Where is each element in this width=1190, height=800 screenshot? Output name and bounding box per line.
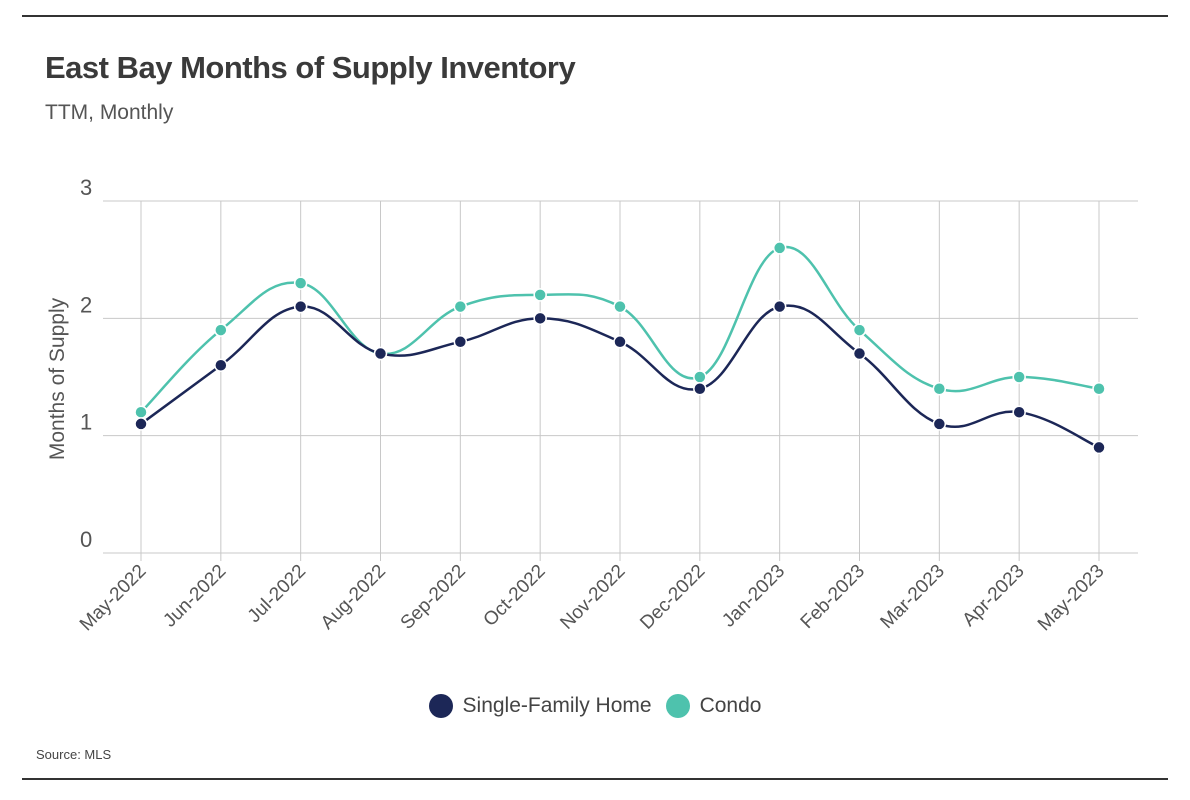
- data-point-single-family-home: [373, 346, 388, 361]
- data-point-single-family-home: [214, 358, 228, 373]
- data-point-single-family-home: [1092, 440, 1106, 455]
- data-point-condo: [693, 370, 707, 384]
- x-tick-label: Mar-2023: [877, 561, 949, 633]
- data-point-single-family-home: [1012, 405, 1026, 419]
- y-tick-label: 2: [80, 292, 92, 317]
- data-point-single-family-home: [772, 299, 787, 314]
- x-tick-label: Jul-2022: [244, 561, 310, 627]
- y-tick-label: 0: [80, 527, 92, 552]
- x-tick-label: Apr-2023: [959, 561, 1029, 631]
- data-point-condo: [613, 299, 627, 314]
- data-point-condo: [932, 381, 947, 396]
- data-point-single-family-home: [852, 346, 867, 361]
- legend-label-single-family: Single-Family Home: [462, 694, 652, 717]
- x-tick-label: Jan-2023: [718, 561, 789, 632]
- x-tick-label: May-2022: [76, 561, 151, 636]
- legend-swatch-single-family: [428, 694, 453, 718]
- data-point-condo: [1092, 381, 1106, 396]
- chart-subtitle: TTM, Monthly: [45, 101, 174, 124]
- data-point-condo: [852, 323, 867, 337]
- data-point-condo: [214, 323, 228, 337]
- top-rule: [22, 15, 1168, 17]
- legend-label-condo: Condo: [699, 694, 762, 717]
- data-point-condo: [453, 299, 468, 314]
- y-tick-label: 1: [80, 410, 92, 435]
- data-point-condo: [293, 276, 308, 290]
- y-axis-label: Months of Supply: [46, 297, 69, 460]
- data-point-single-family-home: [134, 417, 148, 431]
- data-point-single-family-home: [533, 311, 547, 326]
- legend-item-condo[interactable]: Condo: [665, 694, 762, 718]
- bottom-rule: [22, 778, 1168, 780]
- data-point-condo: [533, 288, 547, 302]
- data-point-single-family-home: [613, 335, 627, 349]
- x-tick-label: Jun-2022: [159, 561, 230, 632]
- data-point-single-family-home: [693, 381, 707, 396]
- x-tick-label: Nov-2022: [556, 561, 629, 634]
- source-note: Source: MLS: [36, 747, 112, 762]
- x-tick-label: May-2023: [1034, 561, 1109, 636]
- legend-swatch-condo: [665, 694, 690, 718]
- x-tick-label: Sep-2022: [397, 561, 470, 634]
- legend: Single-Family Home Condo: [0, 694, 1190, 718]
- data-point-condo: [1012, 370, 1026, 384]
- data-point-single-family-home: [932, 417, 947, 431]
- data-point-condo: [772, 241, 787, 255]
- x-tick-label: Dec-2022: [636, 561, 709, 634]
- y-tick-label: 3: [80, 175, 92, 200]
- chart-title: East Bay Months of Supply Inventory: [45, 50, 576, 85]
- legend-item-single-family[interactable]: Single-Family Home: [428, 694, 652, 718]
- x-tick-label: Oct-2022: [480, 561, 550, 631]
- x-tick-label: Aug-2022: [317, 561, 390, 634]
- data-point-condo: [134, 405, 148, 419]
- x-tick-label: Feb-2023: [797, 561, 869, 633]
- data-point-single-family-home: [453, 335, 468, 349]
- data-point-single-family-home: [293, 299, 308, 314]
